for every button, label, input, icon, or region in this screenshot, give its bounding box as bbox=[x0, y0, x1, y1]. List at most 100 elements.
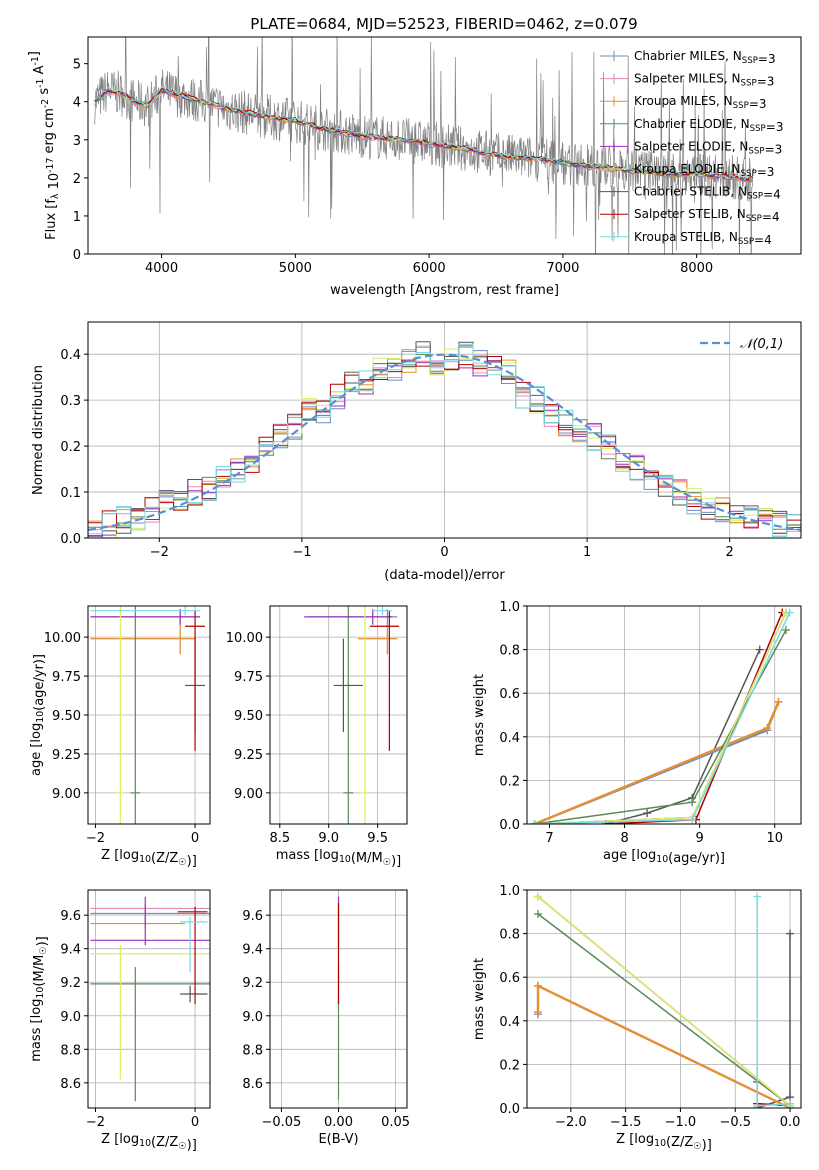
spectrum-legend-label-3: Chabrier ELODIE, NSSP=3 bbox=[634, 117, 783, 134]
mass-ebv-plot-area bbox=[270, 890, 407, 1108]
weight-z-frame bbox=[526, 889, 802, 1109]
mass-z-xlabel: Z [log10(Z/Z☉)] bbox=[101, 1132, 197, 1153]
weight-age-line-5 bbox=[534, 612, 787, 824]
hist-ytick-label-0: 0.0 bbox=[60, 532, 81, 547]
mass-z-frame bbox=[87, 889, 211, 1109]
age-z-plot-area bbox=[88, 606, 210, 824]
spectrum-legend-label-5: Kroupa ELODIE, NSSP=3 bbox=[634, 162, 774, 179]
hist-xtick-label-3: 1 bbox=[583, 545, 591, 560]
spectrum-legend-label-0: Chabrier MILES, NSSP=3 bbox=[634, 49, 776, 66]
weight-z-xtick-label-4: 0.0 bbox=[780, 1115, 801, 1130]
age-z-ylabel: age [log10(age/yr)] bbox=[29, 654, 47, 776]
mass-z-ytick-label-5: 9.6 bbox=[60, 909, 81, 924]
spectrum-legend-label-6: Chabrier STELIB, NSSP=4 bbox=[634, 185, 781, 202]
mass-ebv-xtick-label-0: −0.05 bbox=[261, 1115, 301, 1130]
age-mass-ytick-label-4: 10.00 bbox=[226, 631, 263, 646]
weight-z-ytick-label-0: 0.0 bbox=[499, 1102, 520, 1117]
age-mass-ytick-label-0: 9.00 bbox=[234, 787, 263, 802]
spectrum-xlabel: wavelength [Angstrom, rest frame] bbox=[330, 283, 559, 298]
mass-ebv-ytick-label-2: 9.0 bbox=[242, 1010, 263, 1025]
weight-age-line-3 bbox=[534, 629, 787, 824]
weight-z-line-3 bbox=[537, 913, 791, 1107]
weight-z-ytick-label-4: 0.8 bbox=[499, 928, 520, 943]
spectrum-legend-label-4: Salpeter ELODIE, NSSP=3 bbox=[634, 139, 782, 156]
spectrum-plot-area bbox=[94, 37, 755, 254]
mass-z-ytick-label-1: 8.8 bbox=[60, 1043, 81, 1058]
spectrum-ytick-label-3: 3 bbox=[73, 134, 81, 149]
mass-ebv-ytick-label-1: 8.8 bbox=[242, 1043, 263, 1058]
weight-z-ytick-label-3: 0.6 bbox=[499, 971, 520, 986]
hist-ytick-label-3: 0.3 bbox=[60, 394, 81, 409]
weight-age-ytick-label-4: 0.8 bbox=[499, 644, 520, 659]
weight-age-ytick-label-2: 0.4 bbox=[499, 731, 520, 746]
weight-age-xtick-label-1: 8 bbox=[620, 831, 628, 846]
mass-z-ytick-label-4: 9.4 bbox=[60, 943, 81, 958]
age-z-ytick-label-4: 10.00 bbox=[44, 631, 81, 646]
weight-age-line-4 bbox=[534, 612, 787, 824]
weight-z-xtick-label-1: −1.5 bbox=[610, 1115, 642, 1130]
hist-xtick-label-2: 0 bbox=[440, 545, 448, 560]
hist-xtick-label-1: −1 bbox=[292, 545, 311, 560]
weight-z-ytick-label-5: 1.0 bbox=[499, 884, 520, 899]
spectrum-ytick-label-1: 1 bbox=[73, 210, 81, 225]
weight-z-ylabel: mass weight bbox=[472, 958, 487, 1040]
spectrum-legend-label-2: Kroupa MILES, NSSP=3 bbox=[634, 94, 767, 111]
weight-age-line-2 bbox=[534, 701, 780, 824]
spectrum-model-line-5 bbox=[94, 88, 753, 181]
age-mass-plot-area bbox=[270, 606, 407, 824]
weight-age-ytick-label-3: 0.6 bbox=[499, 687, 520, 702]
weight-age-plot-area bbox=[527, 606, 801, 824]
spectrum-xtick-label-2: 6000 bbox=[413, 261, 446, 276]
mass-ebv-xtick-label-2: 0.05 bbox=[381, 1115, 410, 1130]
hist-xlabel: (data-model)/error bbox=[384, 568, 505, 583]
weight-age-xtick-label-0: 7 bbox=[545, 831, 553, 846]
age-mass-ytick-label-2: 9.50 bbox=[234, 709, 263, 724]
weight-age-line-1 bbox=[534, 701, 780, 824]
mass-ebv-ytick-label-4: 9.4 bbox=[242, 943, 263, 958]
age-mass-ytick-label-3: 9.75 bbox=[234, 670, 263, 685]
hist-ytick-label-1: 0.1 bbox=[60, 486, 81, 501]
age-z-ytick-label-0: 9.00 bbox=[52, 787, 81, 802]
hist-normal-curve bbox=[88, 353, 801, 531]
hist-ytick-label-2: 0.2 bbox=[60, 440, 81, 455]
mass-ebv-xtick-label-1: 0.00 bbox=[324, 1115, 353, 1130]
age-mass-xlabel: mass [log10(M/M☉)] bbox=[276, 848, 402, 869]
spectrum-frame bbox=[87, 36, 802, 255]
mass-ebv-ytick-label-5: 9.6 bbox=[242, 909, 263, 924]
hist-ytick-label-4: 0.4 bbox=[60, 348, 81, 363]
age-mass-xtick-label-2: 9.5 bbox=[367, 831, 388, 846]
mass-ebv-xlabel: E(B-V) bbox=[318, 1132, 358, 1147]
weight-age-xtick-label-3: 10 bbox=[766, 831, 783, 846]
figure-title: PLATE=0684, MJD=52523, FIBERID=0462, z=0… bbox=[250, 15, 637, 33]
spectrum-xtick-label-3: 7000 bbox=[546, 261, 579, 276]
weight-age-ytick-label-0: 0.0 bbox=[499, 818, 520, 833]
weight-z-line-5 bbox=[537, 895, 791, 1107]
spectrum-xtick-label-1: 5000 bbox=[279, 261, 312, 276]
spectrum-ytick-label-2: 2 bbox=[73, 172, 81, 187]
mass-ebv-ytick-label-3: 9.2 bbox=[242, 976, 263, 991]
spectrum-model-line-8 bbox=[94, 86, 754, 181]
hist-xtick-label-4: 2 bbox=[726, 545, 734, 560]
weight-age-xtick-label-2: 9 bbox=[696, 831, 704, 846]
weight-z-xtick-label-3: −0.5 bbox=[719, 1115, 751, 1130]
age-mass-xtick-label-0: 8.5 bbox=[269, 831, 290, 846]
hist-legend-label: 𝒩(0,1) bbox=[740, 337, 783, 352]
age-mass-ytick-label-1: 9.25 bbox=[234, 748, 263, 763]
weight-age-ylabel: mass weight bbox=[472, 674, 487, 756]
weight-age-ytick-label-5: 1.0 bbox=[499, 600, 520, 615]
age-mass-xtick-label-1: 9.0 bbox=[318, 831, 339, 846]
mass-z-ylabel: mass [log10(M/M☉)] bbox=[29, 936, 50, 1062]
weight-z-ytick-label-2: 0.4 bbox=[499, 1015, 520, 1030]
age-z-ytick-label-1: 9.25 bbox=[52, 748, 81, 763]
weight-age-line-0 bbox=[534, 701, 780, 824]
mass-z-ytick-label-0: 8.6 bbox=[60, 1077, 81, 1092]
spectrum-xtick-label-4: 8000 bbox=[680, 261, 713, 276]
weight-z-line-8 bbox=[756, 896, 791, 1107]
hist-step-8 bbox=[88, 343, 801, 537]
hist-plot-area bbox=[88, 322, 801, 538]
weight-age-line-8 bbox=[534, 612, 791, 824]
weight-z-xlabel: Z [log10(Z/Z☉)] bbox=[616, 1132, 712, 1153]
age-z-xtick-label-1: 0 bbox=[191, 831, 199, 846]
spectrum-ytick-label-4: 4 bbox=[73, 96, 81, 111]
